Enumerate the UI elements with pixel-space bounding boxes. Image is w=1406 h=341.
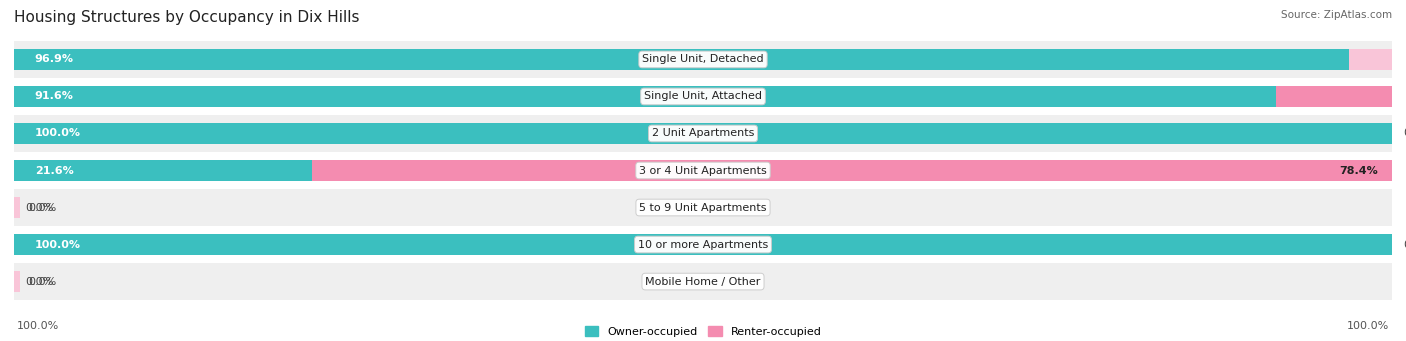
Text: 10 or more Apartments: 10 or more Apartments [638,239,768,250]
Text: 100.0%: 100.0% [35,239,80,250]
Bar [14,123,1392,144]
Text: Mobile Home / Other: Mobile Home / Other [645,277,761,286]
Text: 100.0%: 100.0% [17,321,59,331]
Text: 21.6%: 21.6% [35,165,73,176]
Text: 0.0%: 0.0% [28,203,56,212]
Text: Single Unit, Detached: Single Unit, Detached [643,55,763,64]
Bar [1277,86,1392,107]
Text: 100.0%: 100.0% [1347,321,1389,331]
Bar [1392,123,1398,144]
Bar [14,271,20,292]
Text: 0.0%: 0.0% [1403,129,1406,138]
Bar [14,160,312,181]
Bar [14,226,1392,263]
Text: 2 Unit Apartments: 2 Unit Apartments [652,129,754,138]
Legend: Owner-occupied, Renter-occupied: Owner-occupied, Renter-occupied [581,322,825,341]
Text: 0.0%: 0.0% [28,277,56,286]
Text: 3 or 4 Unit Apartments: 3 or 4 Unit Apartments [640,165,766,176]
Text: Single Unit, Attached: Single Unit, Attached [644,91,762,102]
Text: 100.0%: 100.0% [35,129,80,138]
Bar [14,197,20,218]
Bar [14,189,1392,226]
Bar [14,152,1392,189]
Bar [14,49,1350,70]
Bar [14,115,1392,152]
Text: 78.4%: 78.4% [1340,165,1378,176]
Text: 0.0%: 0.0% [25,203,53,212]
Bar [14,41,1392,78]
Text: 0.0%: 0.0% [25,277,53,286]
Text: 5 to 9 Unit Apartments: 5 to 9 Unit Apartments [640,203,766,212]
Text: 0.0%: 0.0% [1403,239,1406,250]
Bar [14,86,1277,107]
Bar [1392,234,1398,255]
Bar [1350,49,1392,70]
Text: Source: ZipAtlas.com: Source: ZipAtlas.com [1281,10,1392,20]
Bar [14,197,20,218]
Text: 96.9%: 96.9% [35,55,73,64]
Bar [14,234,1392,255]
Bar [14,263,1392,300]
Bar [312,160,1392,181]
Text: Housing Structures by Occupancy in Dix Hills: Housing Structures by Occupancy in Dix H… [14,10,360,25]
Bar [14,271,20,292]
Bar [14,78,1392,115]
Text: 91.6%: 91.6% [35,91,73,102]
